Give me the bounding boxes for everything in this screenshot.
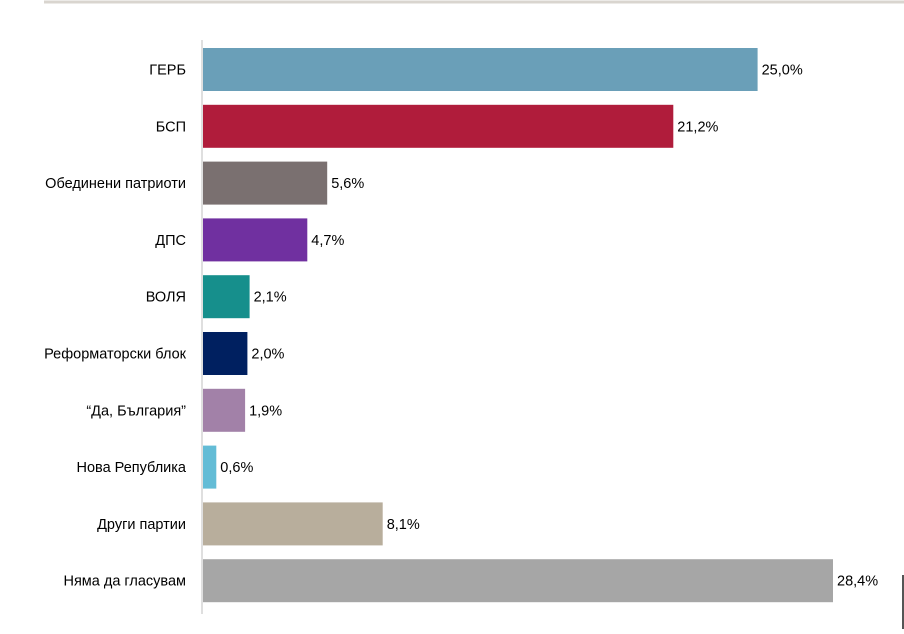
- bar-2: [203, 161, 328, 205]
- bar-6: [203, 388, 246, 432]
- value-label-1: 21,2%: [677, 119, 718, 135]
- category-labels-group: ГЕРБ БСП Обединени патриоти ДПС ВОЛЯ Реформат…: [44, 63, 187, 590]
- bar-5: [203, 332, 248, 375]
- category-label-8: Други партии: [97, 517, 186, 533]
- value-label-5: 2,0%: [251, 347, 284, 363]
- category-label-6: “Да, България”: [86, 403, 186, 419]
- category-label-2: Обединени патриоти: [45, 176, 186, 192]
- category-label-0: ГЕРБ: [149, 63, 186, 79]
- bar-9: [203, 559, 833, 603]
- bar-1: [203, 104, 674, 148]
- value-labels-group: 25,0% 21,2% 5,6% 4,7% 2,1% 2,0% 1,9% 0,6% 8,1% 28…: [220, 63, 878, 590]
- category-label-3: ДПС: [155, 233, 186, 249]
- value-label-0: 25,0%: [762, 63, 803, 79]
- value-label-8: 8,1%: [387, 517, 420, 533]
- value-label-2: 5,6%: [331, 176, 364, 192]
- value-label-3: 4,7%: [311, 233, 344, 249]
- bar-0: [203, 48, 758, 91]
- bar-8: [203, 502, 383, 546]
- bar-3: [203, 218, 308, 262]
- value-label-7: 0,6%: [220, 460, 253, 476]
- value-label-9: 28,4%: [837, 574, 878, 590]
- category-label-5: Реформаторски блок: [44, 347, 187, 363]
- category-label-7: Нова Република: [77, 460, 187, 476]
- value-label-6: 1,9%: [249, 403, 282, 419]
- category-label-9: Няма да гласувам: [63, 574, 186, 590]
- value-label-4: 2,1%: [254, 290, 287, 306]
- bar-4: [203, 275, 250, 319]
- bars-group: [203, 48, 833, 603]
- category-label-4: ВОЛЯ: [146, 290, 186, 306]
- category-label-1: БСП: [156, 119, 186, 135]
- bar-7: [203, 445, 217, 489]
